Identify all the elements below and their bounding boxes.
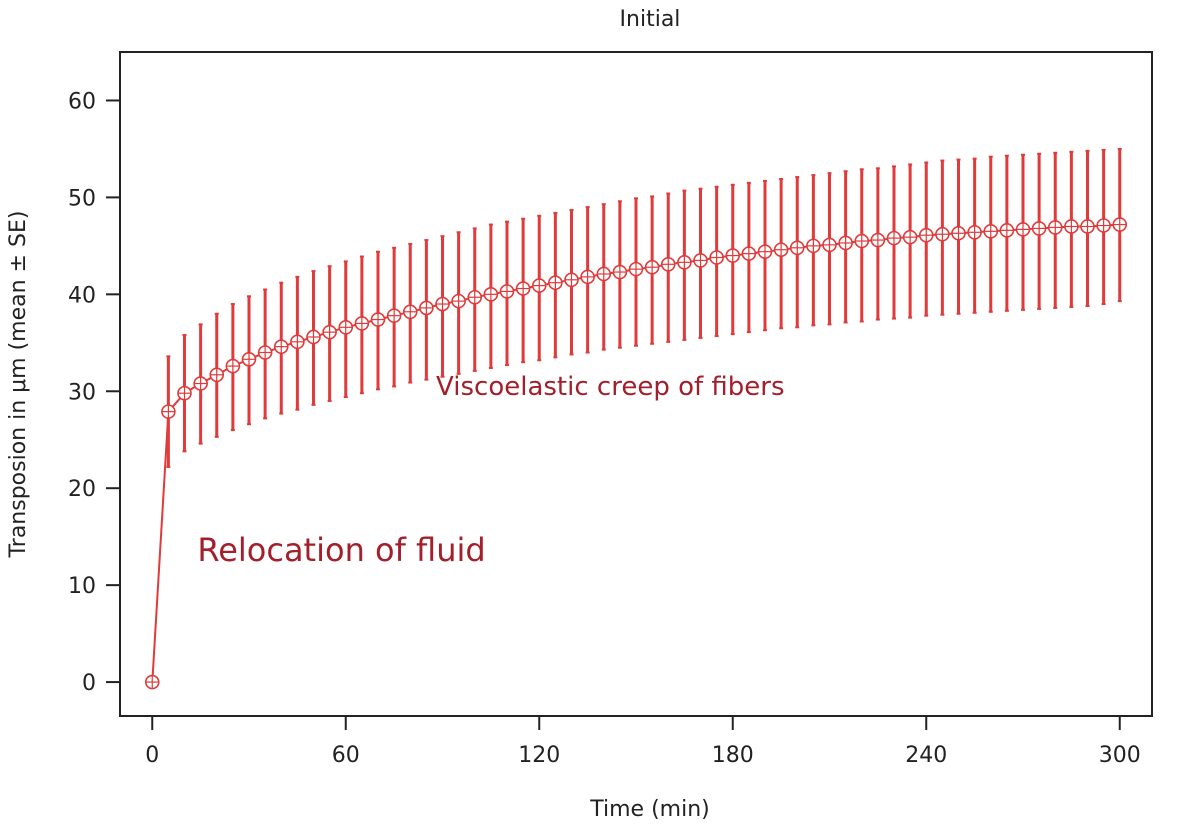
y-axis: 0 10 20 30 40 50 60 bbox=[68, 89, 120, 696]
data-point bbox=[515, 281, 531, 296]
annotation-relocation-of-fluid: Relocation of fluid bbox=[197, 531, 485, 569]
x-tick-label: 180 bbox=[712, 743, 754, 768]
x-tick-label: 300 bbox=[1099, 743, 1141, 768]
data-point bbox=[951, 225, 966, 241]
data-point bbox=[225, 358, 241, 374]
data-point bbox=[806, 238, 821, 254]
chart-title: Initial bbox=[620, 7, 681, 32]
data-point bbox=[1031, 221, 1047, 236]
data-point bbox=[983, 224, 999, 239]
data-point bbox=[999, 223, 1015, 238]
data-point bbox=[870, 232, 886, 248]
x-tick-label: 60 bbox=[332, 743, 360, 768]
data-point bbox=[435, 296, 450, 312]
data-point bbox=[548, 275, 563, 291]
data-point bbox=[419, 300, 434, 316]
data-point bbox=[725, 248, 741, 263]
data-point bbox=[741, 246, 757, 261]
data-point bbox=[1112, 217, 1128, 232]
data-point bbox=[290, 334, 305, 350]
data-point bbox=[467, 289, 483, 305]
data-point bbox=[918, 227, 934, 243]
error-bars bbox=[166, 147, 1122, 468]
data-point bbox=[967, 224, 982, 240]
data-point bbox=[177, 385, 192, 401]
data-point bbox=[402, 304, 418, 320]
x-axis-label: Time (min) bbox=[589, 797, 710, 822]
data-point bbox=[144, 674, 160, 690]
data-point bbox=[612, 264, 628, 280]
annotation-viscoelastic-creep: Viscoelastic creep of fibers bbox=[436, 372, 784, 402]
y-tick-label: 40 bbox=[68, 283, 96, 308]
data-point bbox=[483, 287, 499, 302]
data-markers bbox=[144, 217, 1128, 690]
x-tick-label: 120 bbox=[518, 743, 560, 768]
data-point bbox=[628, 261, 644, 277]
data-point bbox=[354, 316, 370, 331]
y-tick-label: 60 bbox=[68, 89, 96, 114]
data-point bbox=[1080, 219, 1095, 234]
x-tick-label: 0 bbox=[145, 743, 159, 768]
data-point bbox=[773, 242, 789, 258]
data-point bbox=[693, 253, 708, 268]
data-point bbox=[370, 312, 386, 327]
data-point bbox=[1064, 219, 1079, 234]
data-point bbox=[499, 284, 515, 299]
data-point bbox=[822, 237, 837, 253]
y-tick-label: 50 bbox=[68, 186, 96, 211]
y-tick-label: 20 bbox=[68, 477, 96, 502]
data-point bbox=[273, 339, 289, 354]
data-point bbox=[854, 233, 870, 249]
data-point bbox=[1047, 220, 1063, 235]
data-point bbox=[596, 266, 612, 282]
x-axis: 0 60 120 180 240 300 bbox=[145, 716, 1141, 768]
data-point bbox=[161, 404, 176, 419]
data-point bbox=[580, 269, 595, 285]
data-point bbox=[660, 256, 676, 272]
y-tick-label: 30 bbox=[68, 380, 96, 405]
data-point bbox=[322, 324, 337, 340]
data-point bbox=[338, 319, 354, 335]
data-point bbox=[531, 278, 547, 293]
y-axis-label: Transposion in μm (mean ± SE) bbox=[6, 211, 31, 559]
data-point bbox=[838, 235, 853, 251]
data-point bbox=[886, 230, 902, 246]
data-point bbox=[757, 244, 773, 259]
x-tick-label: 240 bbox=[905, 743, 947, 768]
data-point bbox=[1096, 218, 1111, 233]
data-point bbox=[709, 250, 724, 265]
plot-frame bbox=[119, 51, 1153, 717]
y-tick-label: 0 bbox=[82, 671, 96, 696]
data-point bbox=[677, 255, 692, 270]
data-point bbox=[644, 259, 660, 275]
data-point bbox=[564, 272, 579, 288]
data-point bbox=[257, 345, 273, 360]
data-point bbox=[451, 293, 466, 309]
data-point bbox=[386, 308, 402, 323]
data-point bbox=[306, 329, 321, 345]
data-point bbox=[209, 367, 225, 383]
data-point bbox=[241, 351, 257, 367]
data-point bbox=[902, 229, 918, 245]
y-tick-label: 10 bbox=[68, 574, 96, 599]
data-point bbox=[935, 226, 950, 242]
data-point bbox=[789, 240, 805, 256]
data-point bbox=[193, 376, 208, 391]
data-point bbox=[1015, 222, 1031, 237]
